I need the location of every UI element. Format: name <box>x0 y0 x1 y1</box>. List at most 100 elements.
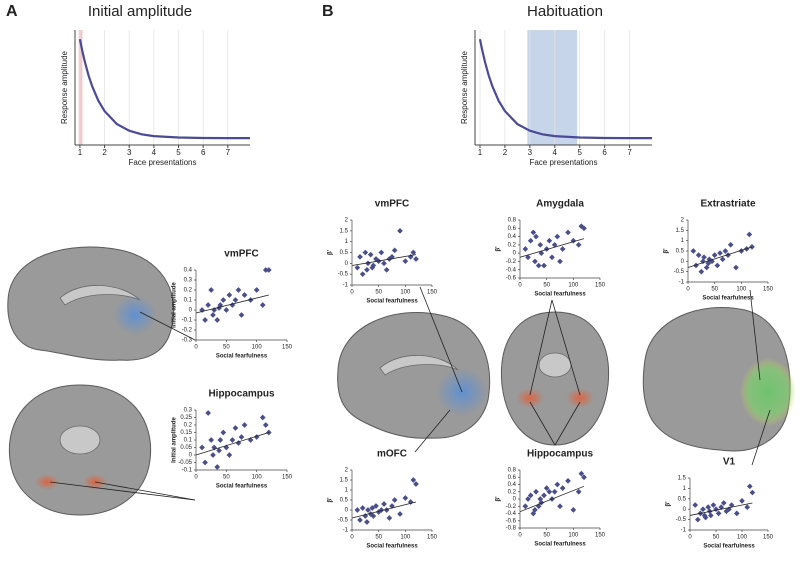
brain-coronal-a <box>8 384 196 516</box>
point <box>402 495 409 501</box>
x-tick-label: 7 <box>627 148 632 157</box>
x-tick-label: 100 <box>736 287 747 293</box>
chart-title: Initial amplitude <box>88 3 192 20</box>
point <box>533 488 539 495</box>
y-tick-label: 2 <box>345 218 349 224</box>
point <box>362 249 369 256</box>
point <box>223 307 230 313</box>
fit-line <box>351 501 417 519</box>
point <box>259 302 266 308</box>
x-tick-label: 50 <box>375 535 382 541</box>
y-tick-label: -0.4 <box>506 267 517 273</box>
y-tick-label: -0.1 <box>182 468 193 474</box>
point <box>707 512 714 519</box>
chart-title: Hippocampus <box>527 449 594 460</box>
y-tick-label: 0.1 <box>184 438 193 444</box>
chart-title: vmPFC <box>224 249 258 260</box>
x-tick-label: 100 <box>400 290 411 296</box>
y-tick-label: -0.1 <box>182 318 193 324</box>
x-tick-label: 1 <box>478 148 483 157</box>
point <box>205 302 211 308</box>
point <box>746 483 753 490</box>
point <box>725 252 731 258</box>
point <box>575 488 582 495</box>
y-tick-label: 0.2 <box>184 423 193 429</box>
point <box>253 287 260 293</box>
x-tick-label: 4 <box>152 148 157 157</box>
point <box>208 287 214 293</box>
y-tick-label: 0.8 <box>508 468 517 474</box>
chart-title: Hippocampus <box>208 389 275 400</box>
point <box>703 264 710 271</box>
point <box>727 241 734 248</box>
point <box>527 237 534 244</box>
point <box>397 511 403 517</box>
point <box>581 225 587 232</box>
point <box>410 249 417 256</box>
x-axis-label: Social fearfulness <box>534 542 586 548</box>
curve <box>478 38 652 140</box>
point <box>695 252 702 258</box>
x-tick-label: 2 <box>102 148 107 157</box>
y-axis-label: β' <box>496 246 502 252</box>
point <box>527 492 534 499</box>
point <box>541 492 547 499</box>
chart-title: Habituation <box>527 3 603 20</box>
point <box>575 242 582 248</box>
y-tick-label: -0.6 <box>506 276 517 282</box>
point <box>359 505 366 511</box>
y-tick-label: -1 <box>681 528 687 534</box>
point <box>733 510 740 517</box>
point <box>364 267 370 273</box>
x-tick-label: 2 <box>503 148 508 157</box>
x-tick-label: 50 <box>375 290 382 296</box>
point <box>226 452 233 458</box>
point <box>229 437 236 443</box>
fit-line <box>687 246 753 268</box>
point <box>217 437 224 443</box>
y-tick-label: -0.2 <box>506 504 517 510</box>
chart-title: Amygdala <box>536 199 584 210</box>
fit-line <box>519 238 585 258</box>
point <box>698 268 705 275</box>
point <box>546 488 553 495</box>
point <box>262 267 269 273</box>
point <box>532 507 538 513</box>
y-tick-label: 0.5 <box>676 249 685 255</box>
point <box>208 437 214 443</box>
y-tick-label: -1 <box>343 528 349 534</box>
y-tick-label: 0 <box>345 261 349 267</box>
point <box>543 485 550 491</box>
x-tick-label: 150 <box>595 283 606 289</box>
point <box>365 507 371 513</box>
y-axis-label: β' <box>328 249 334 255</box>
y-tick-label: 0.2 <box>508 242 517 248</box>
y-tick-label: 0.6 <box>508 226 517 232</box>
point <box>402 258 409 264</box>
y-axis-label: Initial amplitude <box>172 282 178 328</box>
y-tick-label: 1.5 <box>678 476 687 482</box>
point <box>238 434 245 440</box>
x-tick-label: 0 <box>518 533 522 539</box>
x-tick-label: 7 <box>226 148 231 157</box>
x-axis-label: Face presentations <box>128 158 196 167</box>
y-tick-label: -0.2 <box>182 328 193 334</box>
point <box>549 254 555 261</box>
point <box>705 504 712 510</box>
x-tick-label: 50 <box>713 535 720 541</box>
point <box>722 248 729 254</box>
point <box>746 231 753 238</box>
panel-label: A <box>6 3 18 20</box>
point <box>700 506 706 513</box>
point <box>247 297 254 303</box>
point <box>693 262 699 269</box>
chart-title: vmPFC <box>375 199 409 210</box>
point <box>733 264 739 271</box>
y-tick-label: 0.4 <box>508 234 517 240</box>
point <box>533 233 539 240</box>
y-tick-label: 0 <box>345 508 349 514</box>
point <box>373 503 379 509</box>
x-tick-label: 5 <box>577 148 582 157</box>
x-tick-label: 50 <box>711 287 718 293</box>
y-tick-label: 0.3 <box>184 278 193 284</box>
